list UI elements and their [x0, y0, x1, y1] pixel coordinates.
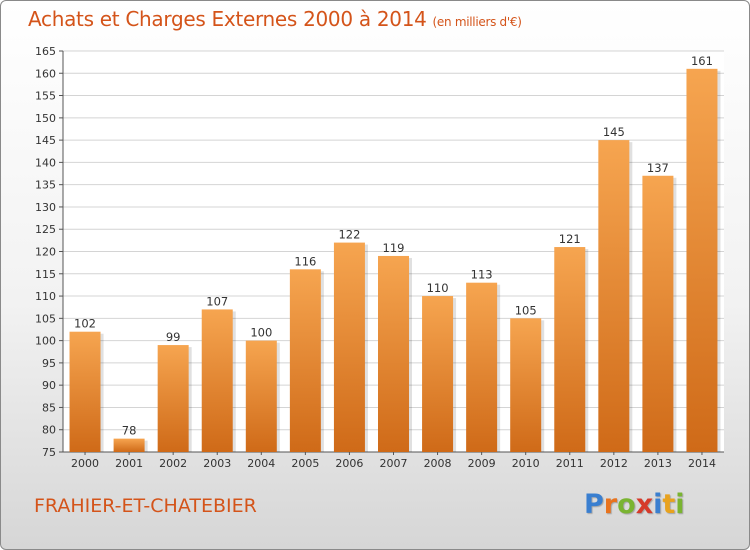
bar-2002: [157, 345, 189, 452]
x-tick-label: 2003: [203, 457, 231, 470]
y-tick-label: 115: [35, 268, 56, 281]
x-tick-label: 2013: [644, 457, 672, 470]
bar-2010: [510, 318, 542, 452]
logo-letter: t: [662, 489, 676, 520]
value-label: 113: [471, 268, 493, 282]
x-tick-label: 2004: [247, 457, 275, 470]
bar-2007: [378, 255, 409, 452]
commune-name: FRAHIER-ET-CHATEBIER: [34, 495, 257, 517]
y-tick-label: 150: [35, 112, 56, 125]
y-tick-label: 155: [35, 90, 56, 103]
x-tick-label: 2011: [556, 457, 584, 470]
y-tick-label: 125: [35, 223, 56, 236]
bar-2004: [245, 340, 277, 452]
logo-letter: P: [584, 489, 604, 520]
x-tick-label: 2001: [115, 457, 143, 470]
bar-2011: [554, 247, 586, 452]
proxiti-logo: Proxiti: [584, 489, 685, 520]
y-tick-label: 100: [35, 335, 56, 348]
bar-2008: [422, 296, 454, 452]
value-label: 121: [559, 232, 581, 246]
y-tick-label: 85: [42, 401, 56, 414]
y-tick-label: 110: [35, 290, 56, 303]
x-tick-label: 2007: [380, 457, 408, 470]
value-label: 102: [74, 317, 96, 331]
logo-letter: r: [603, 489, 618, 520]
bar-2012: [598, 140, 630, 452]
y-tick-label: 120: [35, 246, 56, 259]
logo-letter: i: [675, 489, 685, 520]
y-tick-label: 75: [42, 446, 56, 459]
y-tick-label: 105: [35, 312, 56, 325]
logo-letter: x: [635, 489, 654, 520]
x-tick-label: 2009: [468, 457, 496, 470]
value-label: 99: [166, 330, 181, 344]
bar-2006: [333, 242, 365, 452]
value-label: 116: [294, 254, 316, 268]
value-label: 122: [338, 228, 360, 242]
x-tick-label: 2002: [159, 457, 187, 470]
y-tick-label: 140: [35, 156, 56, 169]
bar-2005: [289, 269, 321, 452]
x-tick-label: 2014: [688, 457, 716, 470]
y-tick-label: 80: [42, 424, 56, 437]
y-tick-label: 145: [35, 134, 56, 147]
bar-2000: [69, 331, 101, 452]
value-label: 145: [603, 125, 625, 139]
chart-title-text: Achats et Charges Externes 2000 à 2014: [28, 7, 427, 31]
chart-unit: (en milliers d'€): [432, 15, 522, 29]
bar-2014: [686, 68, 718, 453]
logo-letter: o: [617, 489, 636, 520]
value-label: 119: [383, 241, 405, 255]
y-tick-label: 95: [42, 357, 56, 370]
y-tick-label: 165: [35, 45, 56, 58]
value-label: 110: [427, 281, 449, 295]
bar-2001: [113, 438, 145, 452]
x-tick-label: 2012: [600, 457, 628, 470]
x-tick-label: 2005: [291, 457, 319, 470]
bar-2013: [642, 175, 674, 452]
labels: 75 80 85 90 95 100 105 110 115 120 125 130 135 140 145…: [35, 45, 716, 470]
bars: [69, 68, 721, 453]
value-label: 100: [250, 326, 272, 340]
value-label: 137: [647, 161, 669, 175]
x-tick-label: 2010: [512, 457, 540, 470]
value-label: 78: [122, 424, 137, 438]
logo-letter: i: [653, 489, 663, 520]
y-tick-label: 135: [35, 179, 56, 192]
x-tick-label: 2008: [424, 457, 452, 470]
value-label: 105: [515, 303, 537, 317]
value-label: 161: [691, 54, 713, 68]
bar-2009: [466, 282, 498, 452]
value-label: 107: [206, 294, 228, 308]
chart-title: Achats et Charges Externes 2000 à 2014 (e…: [28, 7, 522, 31]
x-tick-label: 2000: [71, 457, 99, 470]
x-tick-label: 2006: [335, 457, 363, 470]
y-tick-label: 160: [35, 67, 56, 80]
y-tick-label: 130: [35, 201, 56, 214]
y-tick-label: 90: [42, 379, 56, 392]
bar-2003: [201, 309, 233, 452]
